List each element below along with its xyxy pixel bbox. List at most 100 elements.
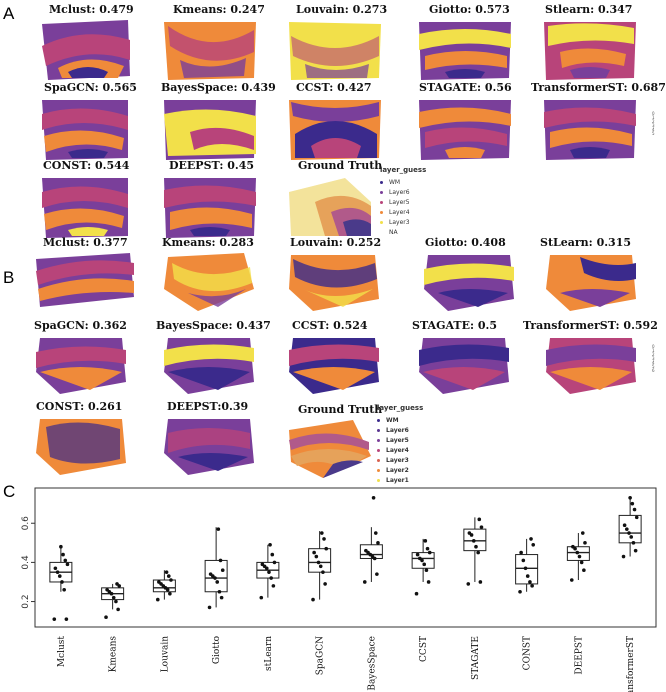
data-point xyxy=(528,580,532,584)
data-point xyxy=(621,554,626,559)
box-spagcn xyxy=(308,548,332,573)
data-point xyxy=(314,554,319,559)
data-point xyxy=(414,591,419,596)
box-giotto xyxy=(204,559,228,593)
panel-a-title-spagcn: SpaGCN: 0.565 xyxy=(44,81,137,94)
panel-b-title-ground-truth: Ground Truth xyxy=(298,403,383,416)
panel-a-title-stlearn: Stlearn: 0.347 xyxy=(545,3,633,16)
x-tick-label: BayesSpace xyxy=(367,636,377,691)
data-point xyxy=(111,595,116,600)
data-point xyxy=(270,552,275,557)
x-tick-label: DEEPST xyxy=(574,636,584,675)
data-point xyxy=(362,580,367,584)
panel-b-legend: layer_guess WM Layer6 Layer5 Layer4 Laye… xyxy=(377,404,424,484)
data-point xyxy=(53,566,58,571)
box-plot-chart: 0.2 0.4 0.6 Mclust Kmeans Louvain Giotto stLea… xyxy=(21,487,657,692)
panel-b-title-transformerst: TransformerST: 0.592 xyxy=(523,319,658,332)
data-point xyxy=(64,617,69,621)
panel-b-plot-kmeans xyxy=(164,253,254,311)
data-point xyxy=(52,617,57,621)
panel-a-legend: layer_guess WM Layer6 Layer5 Layer4 Laye… xyxy=(380,166,427,236)
data-point xyxy=(477,517,482,522)
data-point xyxy=(531,542,536,547)
y-tick-label: 0.4 xyxy=(21,555,31,570)
data-point xyxy=(525,574,530,578)
data-point xyxy=(321,570,325,574)
data-point xyxy=(577,554,582,559)
data-point xyxy=(471,539,476,543)
data-point xyxy=(519,550,523,555)
data-point xyxy=(569,578,574,582)
panel-a-title-transformerst: TransformerST: 0.687 xyxy=(531,81,666,94)
data-point xyxy=(267,570,271,574)
data-point xyxy=(373,531,378,535)
data-point xyxy=(312,550,316,555)
panel-b-plot-giotto xyxy=(424,255,514,311)
data-point xyxy=(575,550,580,555)
data-point xyxy=(59,544,63,549)
plot-frame xyxy=(34,487,657,628)
data-point xyxy=(364,548,368,553)
panel-b-title-louvain: Louvain: 0.252 xyxy=(290,236,382,249)
panel-b-title-deepst: DEEPST:0.39 xyxy=(167,400,249,413)
panel-a-plot-louvain xyxy=(289,22,381,80)
y-tick-label: 0.2 xyxy=(21,594,31,608)
data-point xyxy=(323,582,327,586)
panel-a-plot-ground-truth xyxy=(289,178,371,236)
panel-a-title-louvain: Louvain: 0.273 xyxy=(296,3,388,16)
data-point xyxy=(116,607,120,612)
data-point xyxy=(422,562,427,567)
panel-a-plot-bayesspace xyxy=(164,100,256,160)
data-point xyxy=(418,556,422,561)
data-point xyxy=(426,580,431,584)
panel-a-title-bayesspace: BayesSpace: 0.439 xyxy=(161,81,276,94)
panel-b-title-stlearn: StLearn: 0.315 xyxy=(540,236,632,249)
box-transformerst xyxy=(618,514,642,544)
panel-a-plot-spagcn xyxy=(42,100,128,160)
x-tick-label: stLearn xyxy=(264,636,274,671)
data-point xyxy=(60,580,64,584)
data-point xyxy=(630,501,635,506)
x-tick-label: Louvain xyxy=(160,636,170,673)
data-point xyxy=(476,550,480,555)
panel-a-title-deepst: DEEPST: 0.45 xyxy=(169,159,254,172)
panel-a-title-const: CONST: 0.544 xyxy=(43,159,130,172)
panel-a-title-mclust: Mclust: 0.479 xyxy=(49,3,134,16)
data-point xyxy=(218,558,223,563)
data-point xyxy=(215,580,220,584)
panel-b-plot-ground-truth xyxy=(289,420,371,478)
panel-a-plot-stagate xyxy=(419,100,511,160)
data-point xyxy=(479,525,484,529)
panel-b-letter: B xyxy=(3,268,15,287)
data-point xyxy=(320,531,324,535)
data-point xyxy=(474,544,478,549)
data-point xyxy=(57,574,62,578)
data-point xyxy=(580,531,585,535)
data-point xyxy=(371,495,376,500)
x-tick-label: STAGATE xyxy=(471,636,481,680)
data-point xyxy=(166,574,171,578)
panel-b-title-stagate: STAGATE: 0.5 xyxy=(412,319,497,332)
data-point xyxy=(316,560,321,565)
data-point xyxy=(272,560,277,565)
data-point xyxy=(324,546,329,551)
panel-b-mini-legend: 0 1 2 3 4 5 6 xyxy=(652,344,655,373)
panel-a-plot-const xyxy=(42,178,128,238)
x-axis-labels: Mclust Kmeans Louvain Giotto stLearn SpaGCN Ba… xyxy=(57,636,636,692)
panel-b-title-bayesspace: BayesSpace: 0.437 xyxy=(156,319,271,332)
data-point xyxy=(62,588,66,592)
data-point xyxy=(579,560,584,565)
panel-a-title-kmeans: Kmeans: 0.247 xyxy=(173,3,265,16)
panel-b-title-mclust: Mclust: 0.377 xyxy=(43,236,128,249)
data-point xyxy=(311,597,315,602)
panel-a-title-giotto: Giotto: 0.573 xyxy=(429,3,510,16)
x-tick-label: Giotto xyxy=(212,636,222,664)
data-point xyxy=(521,558,526,563)
data-point xyxy=(633,548,638,553)
x-tick-label: SpaGCN xyxy=(316,636,326,675)
data-point xyxy=(631,541,636,545)
data-point xyxy=(268,542,272,547)
y-axis: 0.2 0.4 0.6 xyxy=(21,516,35,609)
data-point xyxy=(269,576,273,580)
panel-a-title-stagate: STAGATE: 0.56 xyxy=(419,81,512,94)
